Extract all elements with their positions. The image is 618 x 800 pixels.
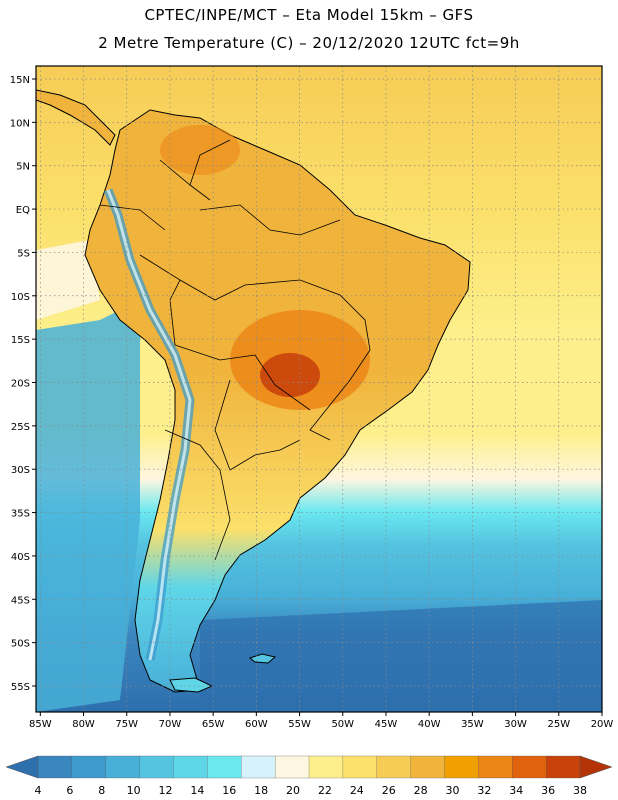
lat-tick-label: 55S [11, 682, 30, 693]
lon-tick-label: 50W [331, 719, 354, 730]
hottest-core-region [260, 353, 320, 397]
lat-tick-label: 40S [11, 552, 30, 563]
lat-tick-label: 5N [16, 162, 30, 173]
lat-tick-label: 45S [11, 595, 30, 606]
lat-tick-label: 5S [17, 248, 30, 259]
colorbar-label: 18 [254, 784, 268, 797]
colorbar-label: 6 [66, 784, 73, 797]
lat-tick-label: 15S [11, 335, 30, 346]
map-title-line1: CPTEC/INPE/MCT – Eta Model 15km – GFS [144, 6, 474, 24]
colorbar-swatch [308, 755, 344, 779]
colorbar-swatch [105, 755, 141, 779]
colorbar-left-arrow [5, 755, 39, 779]
lon-tick-label: 80W [72, 719, 95, 730]
lon-tick-label: 25W [547, 719, 570, 730]
colorbar-label: 32 [477, 784, 491, 797]
lat-tick-label: 35S [11, 509, 30, 520]
colorbar-swatch [376, 755, 412, 779]
north-warm-region [160, 125, 240, 175]
lon-tick-label: 30W [504, 719, 527, 730]
lat-tick-label: 30S [11, 465, 30, 476]
colorbar-label: 16 [222, 784, 236, 797]
lat-tick-label: 15N [10, 75, 30, 86]
lon-tick-label: 55W [288, 719, 311, 730]
lat-tick-label: 10N [10, 118, 30, 129]
colorbar-label: 36 [541, 784, 555, 797]
colorbar-swatch [478, 755, 513, 779]
lat-tick-label: EQ [16, 205, 30, 216]
lon-tick-label: 60W [245, 719, 268, 730]
country-borders [99, 139, 371, 561]
axis-ticks: 15N 10N 5N EQ 5S 10S 15S 20S 25S 30S 35S 40S 45S 50S 5… [10, 75, 614, 730]
colorbar-swatch [37, 755, 73, 779]
south-atlantic-cold-field [200, 600, 602, 712]
lat-tick-label: 10S [11, 292, 30, 303]
lon-tick-label: 35W [461, 719, 484, 730]
lon-tick-label: 45W [375, 719, 398, 730]
colorbar-swatch [241, 755, 276, 779]
colorbar-swatch [342, 755, 378, 779]
lat-tick-label: 20S [11, 378, 30, 389]
lon-tick-label: 40W [418, 719, 441, 730]
central-america-land [36, 89, 116, 146]
colorbar-label: 34 [509, 784, 523, 797]
colorbar-label: 22 [318, 784, 332, 797]
colorbar-swatch [512, 755, 547, 779]
colorbar-label: 28 [414, 784, 428, 797]
colorbar-swatch [139, 755, 175, 779]
tierra-del-fuego [169, 677, 214, 693]
colorbar-label: 24 [350, 784, 364, 797]
lon-tick-label: 70W [159, 719, 182, 730]
colorbar-swatch [71, 755, 107, 779]
colorbar-label: 10 [127, 784, 141, 797]
colorbar-swatch [444, 755, 480, 779]
colorbar-label: 20 [286, 784, 300, 797]
colorbar-label: 38 [573, 784, 587, 797]
colorbar-label: 30 [445, 784, 459, 797]
lat-tick-label: 50S [11, 639, 30, 650]
lon-tick-label: 65W [202, 719, 225, 730]
lon-tick-label: 85W [29, 719, 52, 730]
colorbar-swatch [410, 755, 446, 779]
colorbar-label: 12 [159, 784, 173, 797]
pacific-cold-field [36, 300, 140, 712]
colorbar-label: 8 [98, 784, 105, 797]
colorbar-label: 14 [190, 784, 204, 797]
pacific-mild-field [36, 240, 100, 320]
map-title-line2: 2 Metre Temperature (C) – 20/12/2020 12U… [98, 34, 520, 52]
colorbar-right-arrow [579, 755, 613, 779]
colorbar-swatch [545, 755, 581, 779]
lon-tick-label: 75W [115, 719, 138, 730]
colorbar-swatch [173, 755, 209, 779]
map-frame [35, 65, 603, 713]
lon-tick-label: 20W [591, 719, 614, 730]
lat-tick-label: 25S [11, 422, 30, 433]
colorbar-swatch [274, 755, 310, 779]
colorbar: 4 6 8 10 12 14 16 18 20 22 24 26 28 30 32 34 36 38 [5, 755, 613, 797]
colorbar-label: 4 [35, 784, 42, 797]
colorbar-swatch [207, 755, 242, 779]
colorbar-label: 26 [382, 784, 396, 797]
